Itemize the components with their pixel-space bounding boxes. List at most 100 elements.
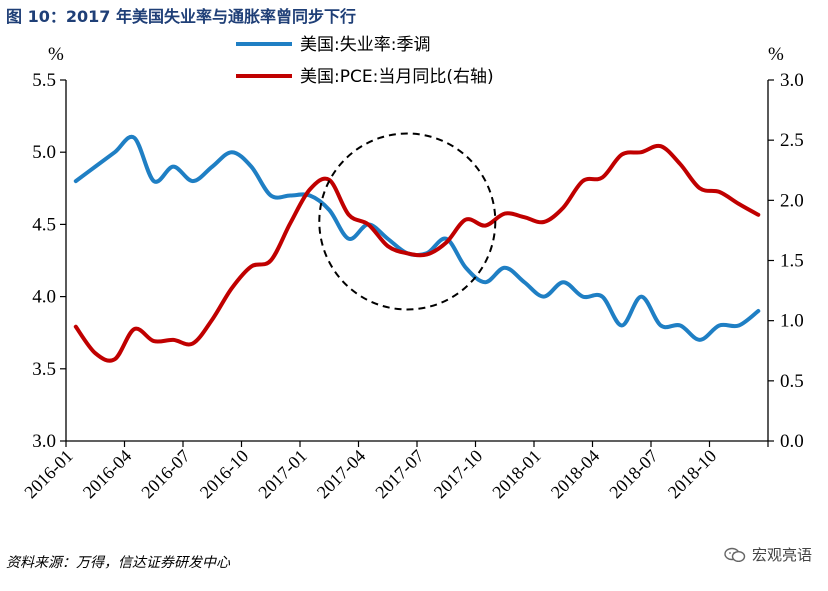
data-point-unemployment: [191, 179, 195, 183]
data-point-unemployment: [678, 324, 682, 328]
right-tick-label: 3.0: [780, 70, 804, 91]
right-tick-label: 0.5: [780, 371, 804, 392]
chart-series: [73, 132, 761, 363]
data-point-unemployment: [698, 338, 702, 342]
data-point-pce: [152, 339, 156, 343]
left-tick-label: 3.0: [32, 431, 56, 452]
left-tick-label: 3.5: [32, 359, 56, 380]
data-point-pce: [542, 220, 546, 224]
data-point-pce: [464, 218, 468, 222]
data-point-unemployment: [561, 280, 565, 284]
data-point-pce: [191, 342, 195, 346]
data-point-unemployment: [464, 266, 468, 270]
right-tick-label: 2.0: [780, 190, 804, 211]
x-tick-label: 2017-01: [254, 446, 311, 503]
data-point-pce: [132, 327, 136, 331]
series-line-pce: [73, 143, 761, 363]
right-tick-label: 0.0: [780, 431, 804, 452]
data-point-pce: [405, 251, 409, 255]
page-title: 图 10：2017 年美国失业率与通胀率曾同步下行: [6, 7, 356, 26]
data-point-unemployment: [93, 165, 97, 169]
legend-label-unemployment: 美国:失业率:季调: [300, 35, 430, 55]
data-point-unemployment: [288, 194, 292, 198]
right-tick-label: 1.0: [780, 311, 804, 332]
data-point-pce: [698, 186, 702, 190]
data-point-unemployment: [600, 295, 604, 299]
right-tick-label: 1.5: [780, 251, 804, 272]
data-point-unemployment: [230, 150, 234, 154]
x-tick-label: 2016-04: [79, 446, 136, 503]
x-tick-label: 2018-07: [605, 446, 662, 503]
watermark-label: 宏观亮语: [751, 546, 812, 564]
x-tick-label: 2016-07: [137, 446, 194, 503]
watermark: 宏观亮语: [724, 544, 812, 565]
series-line-unemployment: [73, 134, 761, 342]
left-tick-label: 5.5: [32, 70, 56, 91]
data-point-unemployment: [483, 280, 487, 284]
data-point-pce: [717, 190, 721, 194]
data-point-unemployment: [327, 208, 331, 212]
data-point-pce: [230, 286, 234, 290]
chart-legend: 美国:失业率:季调 美国:PCE:当月同比(右轴): [236, 35, 494, 87]
data-point-pce: [639, 150, 643, 154]
data-point-unemployment: [249, 165, 253, 169]
data-point-pce: [756, 213, 760, 217]
data-point-pce: [522, 215, 526, 219]
data-point-pce: [600, 176, 604, 180]
x-tick-label: 2018-04: [547, 446, 604, 503]
data-point-unemployment: [620, 324, 624, 328]
data-point-pce: [561, 206, 565, 210]
data-point-unemployment: [152, 179, 156, 183]
data-point-unemployment: [522, 280, 526, 284]
left-tick-label: 4.0: [32, 287, 56, 308]
data-point-pce: [425, 253, 429, 257]
x-axis-ticks: 2016-01 2016-04 2016-07 2016-10 2017-01 2017-…: [20, 441, 769, 503]
data-point-pce: [386, 244, 390, 248]
data-point-pce: [74, 325, 78, 329]
data-point-unemployment: [581, 295, 585, 299]
data-point-pce: [249, 265, 253, 269]
data-point-pce: [444, 241, 448, 245]
x-tick-label: 2016-01: [20, 446, 77, 503]
right-tick-label: 2.5: [780, 130, 804, 151]
x-tick-label: 2018-01: [488, 446, 545, 503]
data-point-pce: [93, 351, 97, 355]
data-point-pce: [737, 202, 741, 206]
data-point-pce: [659, 144, 663, 148]
x-tick-label: 2017-07: [371, 446, 428, 503]
right-axis-unit: %: [768, 44, 784, 65]
right-axis-ticks: 3.0 2.5 2.0 1.5 1.0 0.5 0.0: [768, 70, 804, 452]
data-point-unemployment: [210, 165, 214, 169]
data-point-unemployment: [113, 150, 117, 154]
data-point-pce: [210, 318, 214, 322]
data-point-unemployment: [756, 309, 760, 313]
x-tick-label: 2017-04: [313, 446, 370, 503]
data-point-unemployment: [74, 179, 78, 183]
x-tick-label: 2017-10: [430, 446, 487, 503]
wechat-icon: [724, 547, 746, 563]
data-point-pce: [366, 222, 370, 226]
data-point-unemployment: [132, 136, 136, 140]
data-point-pce: [503, 212, 507, 216]
data-point-pce: [308, 188, 312, 192]
data-point-pce: [347, 213, 351, 217]
left-axis-unit: %: [48, 44, 64, 65]
data-point-unemployment: [639, 295, 643, 299]
data-point-unemployment: [659, 324, 663, 328]
left-axis-ticks: 5.5 5.0 4.5 4.0 3.5 3.0: [32, 70, 66, 452]
legend-label-pce: 美国:PCE:当月同比(右轴): [300, 67, 494, 87]
data-point-unemployment: [386, 237, 390, 241]
data-point-unemployment: [737, 324, 741, 328]
x-tick-label: 2016-10: [196, 446, 253, 503]
data-point-unemployment: [542, 295, 546, 299]
data-point-pce: [288, 221, 292, 225]
left-tick-label: 4.5: [32, 214, 56, 235]
data-point-unemployment: [269, 194, 273, 198]
source-note: 资料来源：万得，信达证券研发中心: [6, 555, 230, 571]
data-point-unemployment: [171, 165, 175, 169]
data-point-unemployment: [717, 324, 721, 328]
x-tick-label: 2018-10: [664, 446, 721, 503]
left-tick-label: 5.0: [32, 142, 56, 163]
data-point-pce: [483, 224, 487, 228]
